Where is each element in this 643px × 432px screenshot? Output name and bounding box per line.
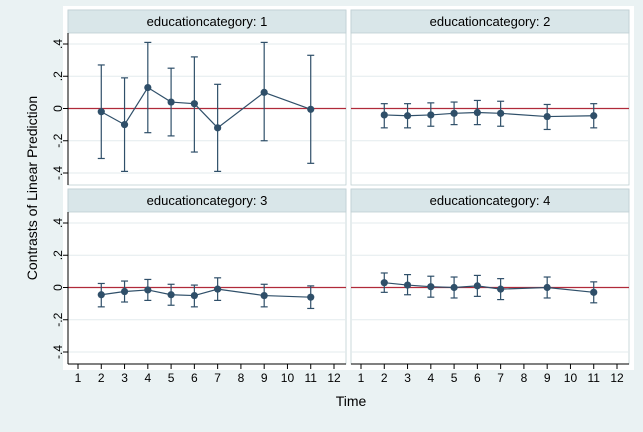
data-point [403, 281, 412, 289]
x-tick-label: 5 [451, 371, 458, 385]
series-line [384, 282, 594, 293]
data-point [427, 111, 435, 119]
facet-title: educationcategory: 3 [147, 193, 268, 208]
y-tick-label: .2 [51, 71, 65, 81]
data-point [497, 285, 505, 293]
data-point [427, 283, 435, 291]
facet-header [350, 9, 630, 34]
facet-frame [350, 188, 630, 365]
x-tick-label: 5 [168, 371, 175, 385]
x-tick-label: 1 [75, 371, 82, 385]
facet-title: educationcategory: 4 [430, 193, 551, 208]
x-tick-label: 8 [238, 371, 245, 385]
x-tick-label: 12 [610, 371, 624, 385]
data-point [307, 105, 315, 113]
x-tick-label: 2 [98, 371, 105, 385]
facet-title: educationcategory: 1 [147, 14, 268, 29]
x-tick-label: 11 [587, 371, 600, 385]
data-point [120, 121, 129, 129]
data-point [450, 109, 458, 117]
series-line [101, 288, 311, 298]
x-tick-label: 3 [404, 371, 411, 385]
data-point [97, 108, 105, 116]
data-point [590, 112, 598, 120]
facet-header [67, 188, 347, 213]
x-tick-label: 4 [427, 371, 434, 385]
y-tick-label: 0 [51, 105, 65, 112]
data-point [260, 88, 268, 96]
x-tick-label: 7 [214, 371, 221, 385]
data-point [307, 293, 315, 301]
data-point [214, 285, 222, 293]
data-point [473, 282, 481, 290]
y-axis-title: Contrasts of Linear Prediction [24, 96, 40, 280]
facet-frame [67, 9, 347, 186]
y-tick-label: -.4 [51, 166, 65, 180]
y-tick-label: .4 [51, 218, 65, 228]
y-tick-label: -.4 [51, 345, 65, 359]
x-tick-label: 8 [521, 371, 528, 385]
x-tick-label: 6 [474, 371, 481, 385]
data-point [190, 100, 198, 108]
data-point [260, 291, 268, 300]
data-point [380, 111, 388, 119]
facet-panel-1: educationcategory: 1 .4 .2 0 -.2 -.4 [51, 9, 347, 186]
facet-panel-2: educationcategory: 2 [350, 9, 630, 186]
data-point [473, 108, 481, 117]
data-point [144, 286, 152, 294]
y-tick-label: .4 [51, 39, 65, 49]
data-point [450, 283, 458, 292]
x-tick-label: 6 [191, 371, 198, 385]
x-tick-label: 7 [497, 371, 504, 385]
data-point [403, 112, 412, 120]
data-point [190, 291, 198, 300]
x-tick-label: 12 [327, 371, 341, 385]
series-line [100, 86, 311, 129]
x-tick-label: 9 [261, 371, 268, 385]
data-point [497, 109, 505, 117]
facet-header [350, 188, 630, 213]
data-point [214, 124, 222, 132]
x-tick-label: 1 [358, 371, 365, 385]
facet-frame [350, 9, 630, 186]
y-tick-label: 0 [51, 284, 65, 291]
data-point [380, 279, 388, 287]
x-tick-label: 10 [564, 371, 578, 385]
x-tick-label: 3 [121, 371, 128, 385]
x-tick-label: 11 [304, 371, 317, 385]
y-tick-label: -.2 [51, 312, 65, 326]
facet-title: educationcategory: 2 [430, 14, 551, 29]
facet-frame [67, 188, 347, 365]
data-point [97, 291, 105, 299]
data-point [543, 112, 551, 121]
data-point [167, 98, 175, 106]
data-point [543, 283, 551, 292]
facet-panel-4: educationcategory: 41 2 3 4 5 6 7 8 9 10 11 12 [350, 188, 630, 385]
data-point [120, 287, 129, 296]
x-tick-label: 2 [381, 371, 388, 385]
facet-header [67, 9, 347, 34]
facet-panel-3: educationcategory: 3.4.20-.2-.41 2 3 4 5 6 7 8 9… [51, 188, 347, 385]
data-point [590, 288, 598, 296]
series-line [384, 111, 594, 118]
x-tick-label: 10 [281, 371, 295, 385]
data-point [167, 291, 175, 299]
x-tick-label: 4 [144, 371, 151, 385]
x-axis-title: Time [336, 393, 367, 409]
x-tick-label: 9 [544, 371, 551, 385]
y-tick-label: -.2 [51, 133, 65, 147]
y-tick-label: .2 [51, 250, 65, 260]
data-point [144, 83, 152, 92]
